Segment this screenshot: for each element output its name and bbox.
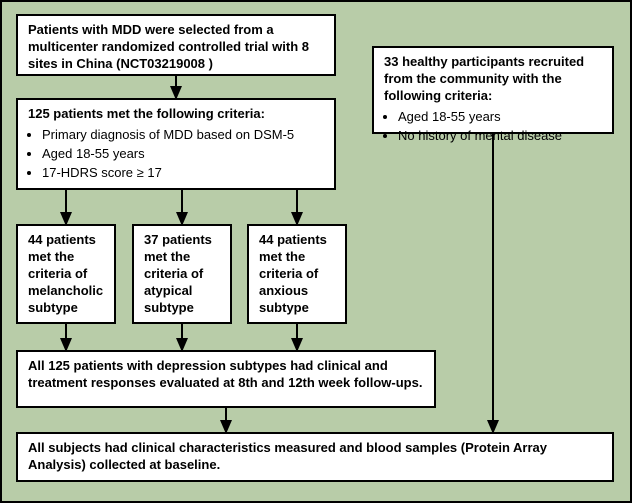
title: 125 patients met the following criteria: (28, 106, 265, 121)
text: Patients with MDD were selected from a m… (28, 22, 309, 71)
flow-box-atypical: 37 patients met the criteria of atypical… (132, 224, 232, 324)
flow-box-healthy: 33 healthy participants recruited from t… (372, 46, 614, 134)
bullet: Aged 18-55 years (398, 109, 602, 126)
bullet: Primary diagnosis of MDD based on DSM-5 (42, 127, 324, 144)
flow-box-source: Patients with MDD were selected from a m… (16, 14, 336, 76)
bullet-list: Primary diagnosis of MDD based on DSM-5 … (28, 127, 324, 182)
bullet: 17-HDRS score ≥ 17 (42, 165, 324, 182)
bullet: Aged 18-55 years (42, 146, 324, 163)
flow-box-criteria: 125 patients met the following criteria:… (16, 98, 336, 190)
flow-box-melancholic: 44 patients met the criteria of melancho… (16, 224, 116, 324)
text: 44 patients met the criteria of anxious … (259, 232, 327, 315)
text: 37 patients met the criteria of atypical… (144, 232, 212, 315)
text: All subjects had clinical characteristic… (28, 440, 547, 472)
flow-box-followup: All 125 patients with depression subtype… (16, 350, 436, 408)
text: 44 patients met the criteria of melancho… (28, 232, 103, 315)
bullet: No history of mental disease (398, 128, 602, 145)
bullet-list: Aged 18-55 years No history of mental di… (384, 109, 602, 145)
text: All 125 patients with depression subtype… (28, 358, 422, 390)
title: 33 healthy participants recruited from t… (384, 54, 584, 103)
flow-box-anxious: 44 patients met the criteria of anxious … (247, 224, 347, 324)
flow-box-baseline: All subjects had clinical characteristic… (16, 432, 614, 482)
